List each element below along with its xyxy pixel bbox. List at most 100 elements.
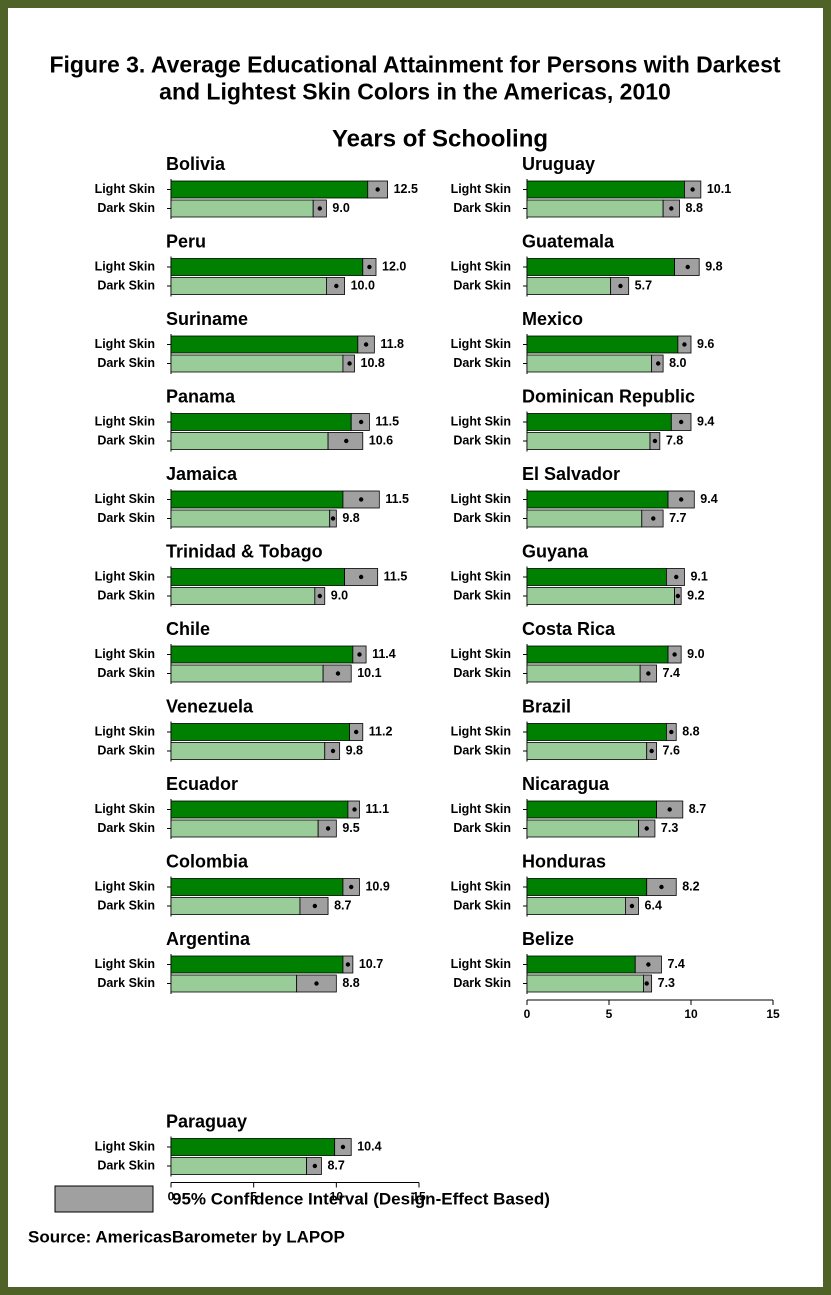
mean-dot: [690, 187, 695, 192]
value-label: 8.7: [689, 802, 706, 816]
mean-dot: [352, 807, 357, 812]
bar: [170, 742, 326, 760]
bar: [526, 897, 626, 915]
value-label: 7.7: [669, 511, 686, 525]
value-label: 7.8: [666, 433, 683, 447]
bar: [526, 335, 679, 354]
x-tick-label: 10: [330, 1190, 344, 1204]
mean-dot: [345, 962, 351, 967]
panel-title: Jamaica: [166, 464, 238, 484]
bar: [526, 878, 648, 896]
panel-title: Dominican Republic: [522, 386, 695, 406]
bar: [170, 490, 344, 509]
panel-title: Colombia: [166, 851, 249, 871]
value-label: 9.5: [342, 821, 359, 835]
row-label: Dark Skin: [453, 201, 511, 215]
value-label: 11.1: [365, 802, 389, 816]
mean-dot: [335, 671, 341, 676]
value-label: 8.2: [682, 879, 699, 893]
mean-dot: [652, 438, 658, 444]
row-label: Dark Skin: [97, 588, 155, 602]
value-label: 8.8: [686, 201, 703, 215]
bar: [526, 723, 667, 741]
bar: [170, 587, 316, 605]
bar: [170, 819, 319, 838]
bar: [526, 180, 685, 199]
bar: [170, 354, 344, 373]
x-tick-label: 15: [766, 1007, 780, 1021]
legend-swatch: [54, 1185, 154, 1213]
mean-dot: [644, 981, 649, 986]
mean-dot: [353, 729, 359, 735]
mean-dot: [347, 361, 352, 366]
mean-dot: [644, 826, 649, 831]
bar: [170, 723, 350, 741]
x-tick-label: 5: [250, 1190, 257, 1204]
bar: [526, 432, 651, 450]
row-label: Light Skin: [451, 724, 511, 738]
row-label: Light Skin: [451, 647, 511, 661]
mean-dot: [312, 1163, 318, 1169]
row-label: Light Skin: [451, 259, 511, 273]
panel-title: Mexico: [522, 309, 583, 329]
value-label: 10.0: [351, 278, 375, 292]
x-tick-label: 0: [168, 1190, 175, 1204]
panel-title: Honduras: [522, 851, 606, 871]
bar: [170, 897, 301, 915]
row-label: Dark Skin: [453, 356, 511, 370]
mean-dot: [667, 807, 672, 812]
bar: [526, 645, 669, 664]
row-label: Light Skin: [451, 337, 511, 351]
bar: [170, 645, 354, 664]
value-label: 8.7: [334, 898, 351, 912]
value-label: 10.4: [357, 1139, 381, 1153]
value-label: 10.1: [357, 666, 381, 680]
row-label: Light Skin: [95, 492, 155, 506]
bar: [526, 664, 641, 683]
panel-title: Venezuela: [166, 696, 254, 716]
panel-title: Suriname: [166, 309, 248, 329]
row-label: Dark Skin: [453, 898, 511, 912]
bar: [526, 955, 636, 974]
bar: [526, 258, 676, 276]
bar: [170, 664, 324, 683]
mean-dot: [349, 884, 354, 890]
bar: [170, 974, 298, 993]
panel-title: Peru: [166, 231, 206, 251]
mean-dot: [656, 361, 661, 366]
value-label: 10.7: [359, 957, 383, 971]
value-label: 8.7: [327, 1158, 344, 1172]
bar: [170, 258, 364, 276]
row-label: Dark Skin: [453, 588, 511, 602]
bar: [170, 335, 359, 354]
value-label: 9.8: [342, 511, 359, 525]
panel-title: Argentina: [166, 929, 251, 949]
row-label: Light Skin: [95, 647, 155, 661]
row-label: Light Skin: [95, 182, 155, 196]
mean-dot: [344, 438, 349, 444]
row-label: Dark Skin: [97, 433, 155, 447]
row-label: Dark Skin: [97, 666, 155, 680]
row-label: Light Skin: [95, 569, 155, 583]
row-label: Dark Skin: [97, 743, 155, 757]
row-label: Dark Skin: [97, 278, 155, 292]
mean-dot: [317, 206, 322, 211]
panel-title: El Salvador: [522, 464, 620, 484]
panel-title: Guyana: [522, 541, 589, 561]
bar: [170, 199, 314, 218]
row-label: Light Skin: [95, 414, 155, 428]
panel-title: Brazil: [522, 696, 571, 716]
value-label: 9.0: [332, 201, 349, 215]
row-label: Light Skin: [451, 957, 511, 971]
x-axis-title: Years of Schooling: [332, 125, 548, 152]
mean-dot: [357, 652, 362, 657]
mean-dot: [358, 574, 364, 580]
bar: [526, 568, 667, 586]
panel-title: Paraguay: [166, 1111, 247, 1131]
row-label: Light Skin: [95, 1139, 155, 1153]
row-label: Dark Skin: [453, 433, 511, 447]
mean-dot: [669, 729, 674, 735]
mean-dot: [649, 748, 654, 754]
bar: [170, 955, 344, 974]
bar: [170, 568, 346, 586]
